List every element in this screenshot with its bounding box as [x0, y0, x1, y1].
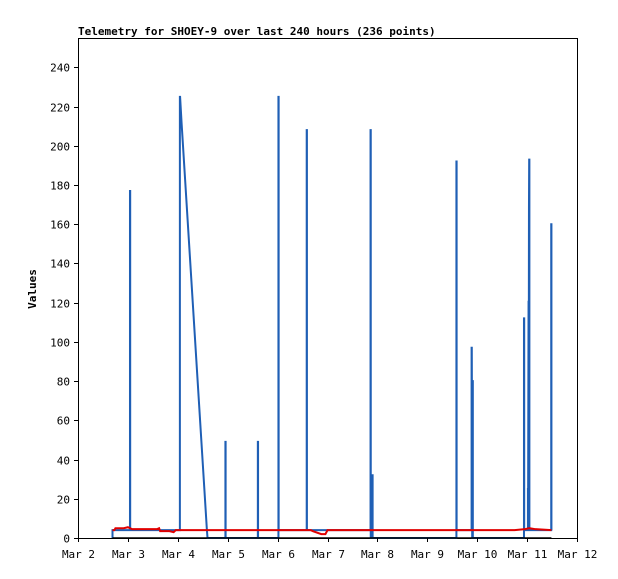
series-line-1	[111, 95, 553, 539]
y-tick-label: 200	[50, 141, 70, 154]
y-tick-label: 220	[50, 102, 70, 115]
y-tick-label: 60	[57, 415, 70, 428]
y-tick-label: 160	[50, 219, 70, 232]
x-tick-label: Mar 7	[312, 548, 345, 561]
series-layer	[111, 95, 553, 539]
x-tick-label: Mar 6	[262, 548, 295, 561]
y-tick-label: 120	[50, 298, 70, 311]
y-tick-label: 140	[50, 258, 70, 271]
x-tick-label: Mar 9	[411, 548, 444, 561]
x-tick-label: Mar 12	[558, 548, 598, 561]
y-tick-label: 180	[50, 180, 70, 193]
y-tick-label: 0	[63, 533, 70, 546]
chart-title: Telemetry for SHOEY-9 over last 240 hour…	[78, 25, 436, 38]
x-tick-label: Mar 2	[62, 548, 95, 561]
y-axis: 0 20 40 60 80 100 120 140 160 180 200 220 240	[50, 62, 78, 546]
x-tick-label: Mar 4	[162, 548, 195, 561]
x-tick-label: Mar 10	[458, 548, 498, 561]
y-tick-label: 40	[57, 455, 70, 468]
y-axis-label: Values	[26, 269, 39, 309]
x-tick-label: Mar 3	[112, 548, 145, 561]
plot-area	[78, 38, 578, 539]
y-tick-label: 80	[57, 376, 70, 389]
x-axis: Mar 2 Mar 3 Mar 4 Mar 5 Mar 6 Mar 7 Mar 8 Mar 9…	[62, 538, 597, 561]
y-tick-label: 240	[50, 62, 70, 75]
series-line-2	[112, 526, 552, 536]
x-tick-label: Mar 11	[508, 548, 548, 561]
y-tick-label: 20	[57, 494, 70, 507]
x-tick-label: Mar 5	[212, 548, 245, 561]
y-tick-label: 100	[50, 337, 70, 350]
x-tick-label: Mar 8	[361, 548, 394, 561]
